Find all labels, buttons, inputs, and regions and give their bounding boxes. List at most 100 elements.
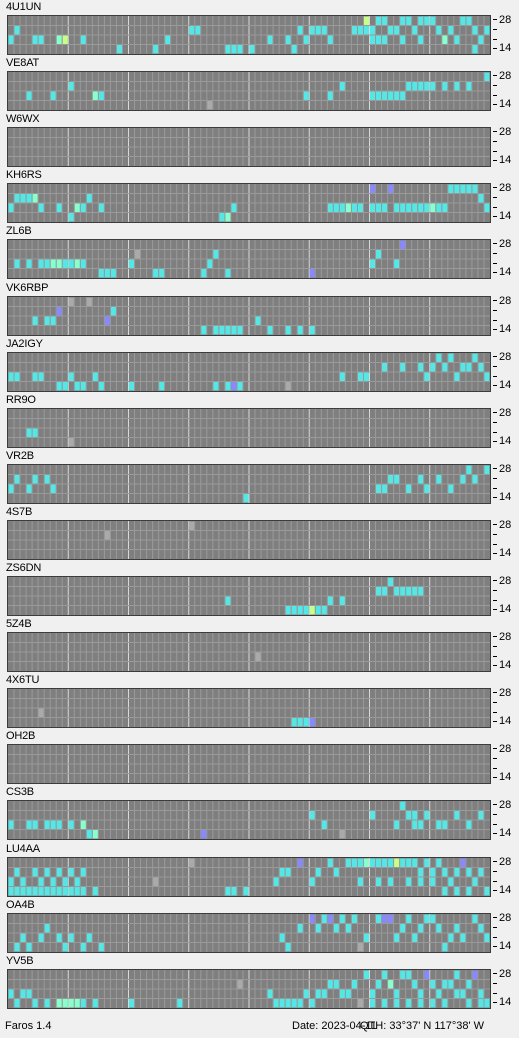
- signal-cell: [472, 970, 478, 979]
- beacon-callsign: ZL6B: [6, 225, 32, 238]
- signal-cell: [225, 213, 231, 222]
- signal-cell: [406, 998, 412, 1008]
- signal-cell: [92, 830, 98, 839]
- signal-cell: [74, 998, 80, 1008]
- band-top-label: 28: [499, 967, 512, 980]
- signal-cell: [62, 998, 68, 1008]
- signal-cell: [56, 886, 62, 895]
- grid-canvas: [8, 745, 490, 784]
- signal-cell: [62, 877, 68, 886]
- signal-cell: [315, 606, 321, 615]
- signal-cell: [454, 989, 460, 998]
- signal-cell: [388, 474, 394, 484]
- signal-cell: [26, 989, 32, 998]
- band-scale: 28 14: [493, 126, 519, 167]
- signal-cell: [345, 203, 351, 213]
- signal-cell: [406, 970, 412, 979]
- signal-cell: [484, 26, 490, 35]
- signal-cell: [56, 203, 62, 213]
- signal-cell: [382, 484, 388, 493]
- signal-cell: [189, 521, 195, 530]
- signal-cell: [406, 203, 412, 213]
- signal-cell: [38, 259, 44, 269]
- signal-cell: [50, 91, 56, 101]
- signal-cell: [153, 269, 159, 278]
- scale-tick: [493, 216, 497, 218]
- signal-cell: [430, 82, 436, 91]
- signal-cell: [394, 91, 400, 101]
- signal-cell: [466, 82, 472, 91]
- signal-cell: [327, 596, 333, 605]
- signal-cell: [62, 259, 68, 269]
- signal-cell: [406, 82, 412, 91]
- signal-cell: [388, 877, 394, 886]
- beacon-panel: 4X6TU 28 14: [0, 673, 519, 729]
- signal-cell: [237, 325, 243, 334]
- band-scale: 28 14: [493, 575, 519, 616]
- signal-cell: [357, 858, 363, 867]
- signal-cell: [321, 989, 327, 998]
- band-time-grid: [7, 407, 491, 448]
- signal-cell: [430, 867, 436, 876]
- signal-cell: [442, 203, 448, 213]
- signal-cell: [394, 933, 400, 942]
- signal-cell: [20, 194, 26, 203]
- signal-cell: [418, 877, 424, 886]
- band-time-grid: [7, 351, 491, 392]
- signal-cell: [454, 970, 460, 979]
- scale-tick: [493, 384, 497, 386]
- signal-cell: [68, 437, 74, 447]
- signal-cell: [370, 91, 376, 101]
- signal-cell: [237, 979, 243, 989]
- band-time-grid: [7, 15, 491, 55]
- signal-cell: [32, 820, 38, 830]
- scale-tick: [493, 440, 497, 442]
- scale-tick: [493, 880, 497, 882]
- signal-cell: [376, 203, 382, 213]
- signal-cell: [406, 877, 412, 886]
- signal-cell: [412, 203, 418, 213]
- signal-cell: [50, 484, 56, 493]
- signal-cell: [370, 35, 376, 44]
- band-top-label: 28: [499, 350, 512, 363]
- scale-tick: [493, 712, 497, 714]
- signal-cell: [44, 867, 50, 876]
- signal-cell: [460, 362, 466, 372]
- signal-cell: [62, 942, 68, 952]
- signal-cell: [388, 858, 394, 867]
- signal-cell: [267, 325, 273, 334]
- signal-cell: [315, 867, 321, 876]
- signal-cell: [394, 989, 400, 998]
- signal-cell: [357, 877, 363, 886]
- signal-cell: [394, 998, 400, 1008]
- band-scale: 28 14: [493, 519, 519, 560]
- scale-tick: [493, 253, 497, 255]
- beacon-callsign: 4U1UN: [6, 1, 42, 13]
- signal-cell: [382, 91, 388, 101]
- signal-cell: [279, 998, 285, 1008]
- band-time-grid: [7, 519, 491, 560]
- signal-cell: [418, 203, 424, 213]
- signal-cell: [394, 820, 400, 830]
- signal-cell: [189, 26, 195, 35]
- signal-cell: [62, 35, 68, 44]
- signal-cell: [376, 35, 382, 44]
- signal-cell: [56, 35, 62, 44]
- signal-cell: [8, 989, 14, 998]
- signal-cell: [74, 886, 80, 895]
- signal-cell: [466, 820, 472, 830]
- signal-cell: [309, 998, 315, 1008]
- band-bottom-label: 14: [499, 490, 512, 503]
- signal-cell: [68, 297, 74, 306]
- band-bottom-label: 14: [499, 939, 512, 952]
- signal-cell: [400, 362, 406, 372]
- signal-cell: [430, 998, 436, 1008]
- scale-tick: [493, 523, 497, 525]
- signal-cell: [376, 250, 382, 259]
- signal-cell: [484, 933, 490, 942]
- signal-cell: [484, 886, 490, 895]
- signal-cell: [357, 372, 363, 381]
- signal-cell: [86, 194, 92, 203]
- band-time-grid: [7, 856, 491, 897]
- scale-tick: [493, 1001, 497, 1003]
